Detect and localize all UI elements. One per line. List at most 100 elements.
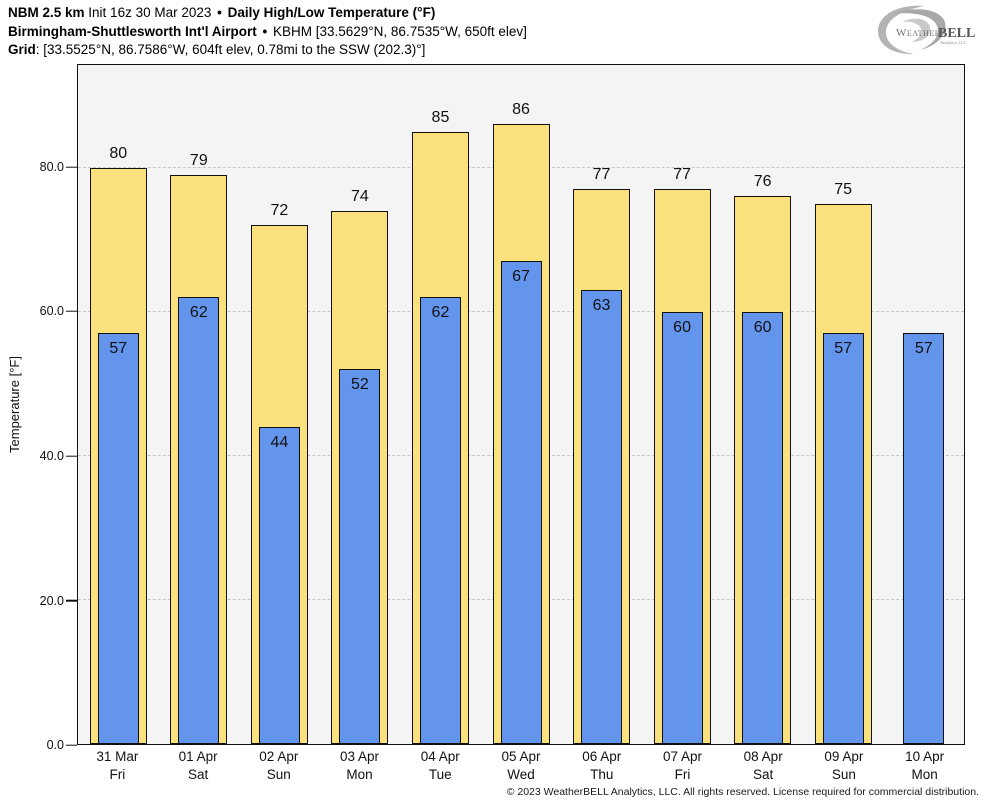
low-bar (742, 311, 784, 744)
x-tick-date: 08 Apr (743, 749, 783, 764)
product-title: Daily High/Low Temperature (°F) (227, 5, 436, 20)
header-line-1: NBM 2.5 km Init 16z 30 Mar 2023 • Daily … (8, 4, 527, 23)
y-tick-mark (66, 599, 77, 602)
y-axis-ticks (66, 64, 77, 746)
low-value-label: 57 (914, 340, 933, 358)
x-tick-weekday: Mon (911, 767, 938, 782)
x-tick-label: 31 Mar Fri (96, 748, 138, 784)
x-tick-weekday: Sat (753, 767, 774, 782)
logo-text-bell: BELL (938, 26, 975, 41)
x-tick-date: 01 Apr (178, 749, 218, 764)
x-axis-labels: 31 Mar Fri 01 Apr Sat 02 Apr Sun 03 Apr Mon 04 A… (77, 748, 965, 788)
bar-group: 76 60 (734, 65, 792, 744)
x-tick-label: 07 Apr Fri (663, 748, 702, 784)
high-value-label: 85 (431, 108, 450, 126)
bullet-separator: • (262, 23, 268, 39)
x-tick-date: 02 Apr (259, 749, 299, 764)
x-tick-date: 09 Apr (824, 749, 864, 764)
x-tick-label: 02 Apr Sun (259, 748, 298, 784)
low-value-label: 57 (109, 340, 128, 358)
y-tick-label: 60.0 (39, 304, 64, 319)
high-value-label: 76 (753, 173, 772, 191)
station-info: KBHM [33.5629°N, 86.7535°W, 650ft elev] (272, 23, 527, 39)
low-bar (903, 333, 945, 744)
low-value-label: 63 (592, 297, 611, 315)
x-tick-weekday: Thu (590, 767, 614, 782)
high-value-label: 80 (109, 144, 128, 162)
bar-group: 75 57 (814, 65, 872, 744)
low-bar (500, 261, 542, 744)
low-value-label: 60 (673, 318, 691, 336)
x-tick-date: 04 Apr (420, 749, 460, 764)
x-tick-weekday: Sun (831, 767, 856, 782)
x-tick-date: 05 Apr (501, 749, 541, 764)
header-line-2: Birmingham-Shuttlesworth Int'l Airport •… (8, 23, 527, 42)
low-bar (419, 297, 461, 744)
low-value-label: 52 (351, 376, 369, 394)
x-tick-label: 06 Apr Thu (582, 748, 621, 784)
x-tick-label: 08 Apr Sat (744, 748, 783, 784)
bar-group: 86 67 (492, 65, 550, 744)
low-bar (97, 333, 139, 744)
y-tick-label: 20.0 (39, 593, 64, 608)
logo-subtext: Analytics LLC (940, 40, 967, 45)
station-name: Birmingham-Shuttlesworth Int'l Airport (8, 23, 257, 39)
x-tick-date: 07 Apr (662, 749, 702, 764)
low-bar (258, 427, 300, 744)
copyright-notice: © 2023 WeatherBELL Analytics, LLC. All r… (506, 786, 979, 798)
low-value-label: 67 (512, 268, 530, 286)
x-tick-label: 03 Apr Mon (340, 748, 379, 784)
bar-group: 72 44 (250, 65, 308, 744)
high-value-label: 74 (351, 187, 369, 205)
x-tick-label: 01 Apr Sat (179, 748, 218, 784)
bar-group: 77 60 (653, 65, 711, 744)
bar-group: 79 62 (170, 65, 228, 744)
x-tick-label: 10 Apr Mon (905, 748, 944, 784)
grid-label: Grid (8, 42, 36, 57)
high-value-label: 86 (512, 101, 530, 119)
y-tick-mark (66, 310, 77, 313)
weatherbell-logo: Weather BELL Analytics LLC (878, 5, 975, 55)
y-tick-mark (66, 166, 77, 168)
high-value-label: 77 (673, 166, 691, 184)
low-bar (822, 333, 864, 744)
y-tick-mark (66, 744, 77, 746)
bar-group: 74 52 (331, 65, 389, 744)
x-tick-date: 10 Apr (905, 749, 945, 764)
x-tick-weekday: Sun (266, 767, 291, 782)
init-time: Init 16z 30 Mar 2023 (88, 5, 212, 20)
x-tick-date: 03 Apr (340, 749, 380, 764)
x-tick-weekday: Wed (507, 767, 535, 782)
y-tick-label: 0.0 (46, 738, 64, 752)
bar-group: 57 (895, 65, 952, 744)
bullet-separator: • (217, 5, 222, 20)
high-value-label: 72 (270, 202, 289, 220)
chart-header: NBM 2.5 km Init 16z 30 Mar 2023 • Daily … (8, 4, 527, 60)
x-tick-weekday: Mon (346, 767, 373, 782)
low-bar (581, 290, 623, 744)
x-tick-weekday: Fri (109, 767, 126, 782)
x-tick-date: 31 Mar (96, 749, 139, 764)
y-axis-labels: 0.0 20.0 40.0 60.0 80.0 (0, 64, 64, 752)
x-tick-weekday: Tue (428, 767, 452, 782)
low-value-label: 60 (753, 318, 772, 336)
x-tick-weekday: Fri (674, 767, 691, 782)
low-bar (339, 369, 381, 744)
x-tick-label: 09 Apr Sun (824, 748, 863, 784)
grid-info: : [33.5525°N, 86.7586°W, 604ft elev, 0.7… (35, 42, 426, 57)
model-name: NBM 2.5 km (8, 5, 85, 20)
low-bar (661, 311, 703, 744)
high-value-label: 75 (834, 180, 853, 198)
low-value-label: 57 (834, 340, 853, 358)
y-tick-label: 40.0 (39, 448, 64, 463)
header-line-3: Grid: [33.5525°N, 86.7586°W, 604ft elev,… (8, 41, 527, 60)
x-tick-label: 05 Apr Wed (501, 748, 540, 784)
x-tick-label: 04 Apr Tue (421, 748, 460, 784)
y-tick-label: 80.0 (39, 159, 64, 174)
high-value-label: 79 (189, 151, 208, 169)
low-value-label: 62 (431, 304, 450, 322)
y-tick-mark (66, 455, 77, 457)
bar-group: 85 62 (411, 65, 469, 744)
low-bar (178, 297, 220, 744)
